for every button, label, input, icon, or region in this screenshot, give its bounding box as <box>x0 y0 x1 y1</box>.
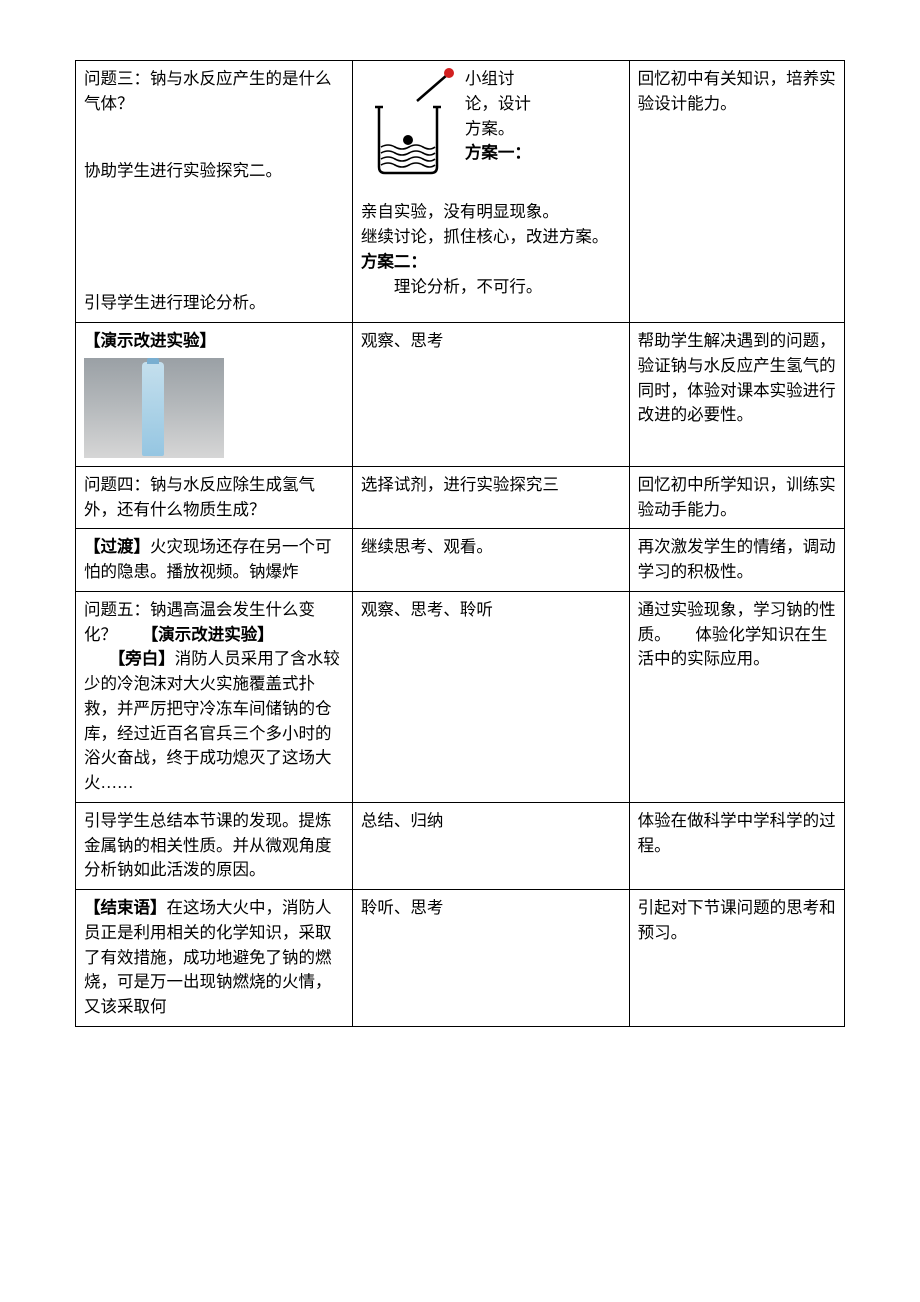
demo-experiment-label: 【演示改进实验】 <box>84 329 344 354</box>
transition-label: 【过渡】 <box>84 538 150 556</box>
intent-text: 体验在做科学中学科学的过程。 <box>638 809 836 859</box>
experiment-result-text: 继续讨论，抓住核心，改进方案。 方案二： <box>361 225 621 275</box>
discussion-text: 方案。 <box>465 117 621 142</box>
continue-think-text: 继续思考、观看。 <box>361 535 621 560</box>
teacher-activity-cell: 问题三：钠与水反应产生的是什么气体？ 协助学生进行实验探究二。 引导学生进行理论… <box>76 61 353 323</box>
table-row: 问题五：钠遇高温会发生什么变化？ 【演示改进实验】 【旁白】消防人员采用了含水较… <box>76 591 845 802</box>
discussion-text: 论，设计 <box>465 92 621 117</box>
listen-think-text: 聆听、思考 <box>361 896 621 921</box>
assist-text: 协助学生进行实验探究二。 <box>84 159 344 184</box>
table-row: 【演示改进实验】 观察、思考 帮助学生解决遇到的问题，验证钠与水反应产生氢气的同… <box>76 323 845 467</box>
table-row: 【过渡】火灾现场还存在另一个可怕的隐患。播放视频。钠爆炸 继续思考、观看。 再次… <box>76 529 845 592</box>
closing-label: 【结束语】 <box>84 899 167 917</box>
student-activity-cell: 观察、思考 <box>352 323 629 467</box>
student-activity-cell: 总结、归纳 <box>352 802 629 889</box>
lesson-plan-table: 问题三：钠与水反应产生的是什么气体？ 协助学生进行实验探究二。 引导学生进行理论… <box>75 60 845 1027</box>
theory-analysis-text: 理论分析，不可行。 <box>361 275 621 300</box>
table-row: 【结束语】在这场大火中，消防人员正是利用相关的化学知识，采取了有效措施，成功地避… <box>76 890 845 1027</box>
intent-text: 引起对下节课问题的思考和预习。 <box>638 896 836 946</box>
design-intent-cell: 回忆初中所学知识，训练实验动手能力。 <box>629 466 844 529</box>
select-reagent-text: 选择试剂，进行实验探究三 <box>361 473 621 498</box>
continue-discuss-text: 继续讨论，抓住核心，改进方案。 <box>361 227 633 246</box>
table-row: 引导学生总结本节课的发现。提炼金属钠的相关性质。并从微观角度分析钠如此活泼的原因… <box>76 802 845 889</box>
intent-text: 通过实验现象，学习钠的性质。 体验化学知识在生活中的实际应用。 <box>638 598 836 672</box>
student-activity-cell: 小组讨 论，设计 方案。 方案一： 亲自实验，没有明显现象。 继续讨论，抓住核心… <box>352 61 629 323</box>
student-activity-cell: 选择试剂，进行实验探究三 <box>352 466 629 529</box>
question-4-text: 问题四：钠与水反应除生成氢气外，还有什么物质生成？ <box>84 473 344 523</box>
intent-text: 回忆初中所学知识，训练实验动手能力。 <box>638 473 836 523</box>
teacher-activity-cell: 问题五：钠遇高温会发生什么变化？ 【演示改进实验】 【旁白】消防人员采用了含水较… <box>76 591 353 802</box>
aside-label: 【旁白】 <box>84 650 175 668</box>
intent-text: 帮助学生解决遇到的问题，验证钠与水反应产生氢气的同时，体验对课本实验进行改进的必… <box>638 329 836 428</box>
design-intent-cell: 再次激发学生的情绪，调动学习的积极性。 <box>629 529 844 592</box>
teacher-activity-cell: 问题四：钠与水反应除生成氢气外，还有什么物质生成？ <box>76 466 353 529</box>
teacher-activity-cell: 【过渡】火灾现场还存在另一个可怕的隐患。播放视频。钠爆炸 <box>76 529 353 592</box>
summary-guide-text: 引导学生总结本节课的发现。提炼金属钠的相关性质。并从微观角度分析钠如此活泼的原因… <box>84 809 344 883</box>
aside-text: 消防人员采用了含水较少的冷泡沫对大火实施覆盖式扑救，并严厉把守冷冻车间储钠的仓库… <box>84 649 340 792</box>
question-3-text: 问题三：钠与水反应产生的是什么气体？ <box>84 67 344 117</box>
observe-think-listen-text: 观察、思考、聆听 <box>361 598 621 623</box>
intent-text: 再次激发学生的情绪，调动学习的积极性。 <box>638 535 836 585</box>
table-row: 问题三：钠与水反应产生的是什么气体？ 协助学生进行实验探究二。 引导学生进行理论… <box>76 61 845 323</box>
table-row: 问题四：钠与水反应除生成氢气外，还有什么物质生成？ 选择试剂，进行实验探究三 回… <box>76 466 845 529</box>
design-intent-cell: 帮助学生解决遇到的问题，验证钠与水反应产生氢气的同时，体验对课本实验进行改进的必… <box>629 323 844 467</box>
plan-one-label: 方案一： <box>465 141 621 166</box>
teacher-activity-cell: 【结束语】在这场大火中，消防人员正是利用相关的化学知识，采取了有效措施，成功地避… <box>76 890 353 1027</box>
design-intent-cell: 引起对下节课问题的思考和预习。 <box>629 890 844 1027</box>
teacher-activity-cell: 【演示改进实验】 <box>76 323 353 467</box>
demo-experiment-label: 【演示改进实验】 <box>150 626 274 644</box>
observe-think-text: 观察、思考 <box>361 329 621 354</box>
student-activity-cell: 聆听、思考 <box>352 890 629 1027</box>
intent-text: 回忆初中有关知识，培养实验设计能力。 <box>638 67 836 117</box>
beaker-diagram-icon <box>361 67 457 179</box>
bottle-photo-icon <box>84 358 224 458</box>
discussion-text: 小组讨 <box>465 67 621 92</box>
summarize-text: 总结、归纳 <box>361 809 621 834</box>
student-activity-cell: 继续思考、观看。 <box>352 529 629 592</box>
design-intent-cell: 通过实验现象，学习钠的性质。 体验化学知识在生活中的实际应用。 <box>629 591 844 802</box>
plan-two-label: 方案二： <box>361 253 427 271</box>
design-intent-cell: 回忆初中有关知识，培养实验设计能力。 <box>629 61 844 323</box>
experiment-result-text: 亲自实验，没有明显现象。 <box>361 200 621 225</box>
teacher-activity-cell: 引导学生总结本节课的发现。提炼金属钠的相关性质。并从微观角度分析钠如此活泼的原因… <box>76 802 353 889</box>
student-activity-cell: 观察、思考、聆听 <box>352 591 629 802</box>
guide-text: 引导学生进行理论分析。 <box>84 291 344 316</box>
design-intent-cell: 体验在做科学中学科学的过程。 <box>629 802 844 889</box>
